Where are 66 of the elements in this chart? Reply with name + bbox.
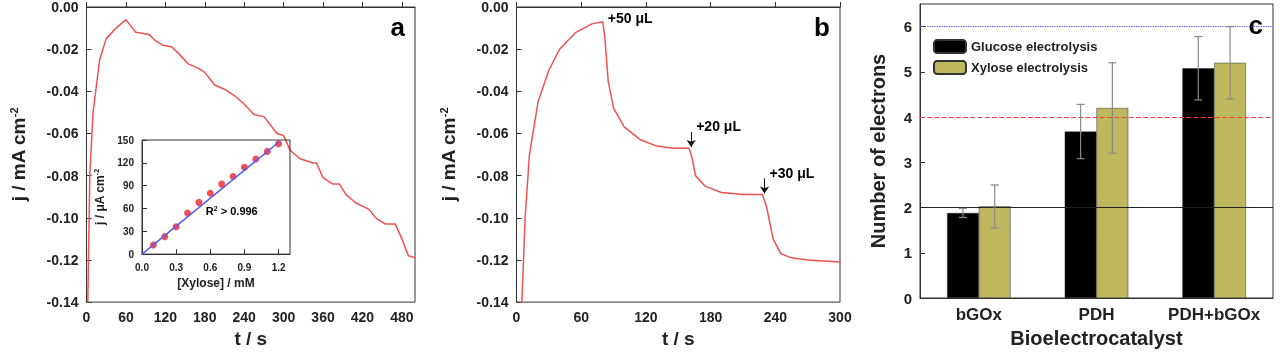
x-tick-label: 0.0	[135, 261, 150, 273]
annotation: +30 μL	[769, 164, 815, 181]
y-tick-label: -0.08	[46, 167, 79, 184]
y-tick-label: -0.10	[476, 209, 509, 226]
legend-label: Glucose electrolysis	[971, 39, 1098, 54]
y-tick-label: -0.06	[476, 125, 509, 142]
x-tick-label: 1.2	[271, 261, 286, 273]
y-tick-label: -0.04	[476, 83, 509, 100]
x-tick-label: 0.3	[169, 261, 184, 273]
y-tick-label: 5	[903, 63, 912, 81]
y-tick-label: 1	[903, 244, 912, 262]
x-tick-label: 300	[828, 309, 852, 326]
y-tick-label: -0.02	[476, 41, 509, 58]
annotation: c	[1248, 10, 1264, 40]
annotation: +50 μL	[607, 10, 653, 26]
y-tick-label: 0	[128, 248, 135, 260]
annotation: +20 μL	[696, 118, 742, 135]
x-tick-label: 180	[193, 309, 217, 326]
x-axis-title: Bioelectrocatalyst	[1010, 327, 1183, 349]
y-tick-label: -0.14	[46, 294, 79, 311]
y-axis-title: Number of electrons	[867, 53, 889, 249]
y-tick-label: 0	[903, 289, 912, 307]
x-tick-label: 0	[512, 309, 521, 326]
x-tick-label: 120	[153, 309, 178, 326]
x-tick-label: 420	[350, 309, 375, 326]
y-tick-label: -0.08	[476, 167, 509, 184]
annotation: b	[814, 12, 831, 42]
y-tick-label: 30	[122, 225, 135, 237]
legend-label: Xylose electrolysis	[971, 60, 1089, 75]
y-tick-label: 120	[117, 157, 135, 169]
x-tick-label: 360	[311, 309, 335, 326]
x-tick-label: PDH+bGOx	[1168, 305, 1261, 324]
x-tick-label: 0	[82, 309, 91, 326]
annotation: a	[390, 12, 406, 42]
x-tick-label: 180	[698, 309, 723, 326]
y-tick-label: -0.06	[46, 125, 79, 142]
y-tick-label: 90	[122, 180, 135, 192]
y-tick-label: 60	[122, 202, 135, 214]
x-axis-title: [Xylose] / mM	[177, 276, 255, 290]
x-axis-title: t / s	[234, 328, 268, 349]
x-tick-label: 0.9	[237, 261, 252, 273]
y-tick-label: 6	[903, 18, 912, 36]
y-tick-label: -0.10	[46, 209, 79, 226]
x-tick-label: bGOx	[955, 305, 1003, 324]
x-tick-label: 240	[763, 309, 788, 326]
y-tick-label: 2	[903, 199, 912, 217]
x-tick-label: 480	[390, 309, 414, 326]
x-tick-label: 60	[573, 309, 590, 326]
y-tick-label: -0.14	[476, 294, 509, 311]
y-tick-label: -0.02	[46, 41, 79, 58]
y-axis-title: j / mA cm-2	[437, 107, 459, 203]
x-tick-label: 300	[271, 309, 296, 326]
x-tick-label: 240	[232, 309, 257, 326]
y-tick-label: -0.12	[46, 251, 79, 268]
y-tick-label: 4	[903, 108, 913, 126]
y-tick-label: -0.12	[476, 251, 509, 268]
y-tick-label: 150	[117, 134, 135, 146]
x-tick-label: PDH	[1078, 305, 1115, 324]
y-tick-label: 0.00	[51, 0, 79, 15]
x-axis-title: t / s	[661, 328, 695, 349]
x-tick-label: 120	[634, 309, 658, 326]
x-tick-label: 0.6	[203, 261, 218, 273]
y-axis-title: j / mA cm-2	[7, 107, 29, 203]
y-tick-label: 3	[903, 153, 912, 171]
y-tick-label: 0.00	[481, 0, 509, 15]
y-tick-label: -0.04	[46, 83, 79, 100]
